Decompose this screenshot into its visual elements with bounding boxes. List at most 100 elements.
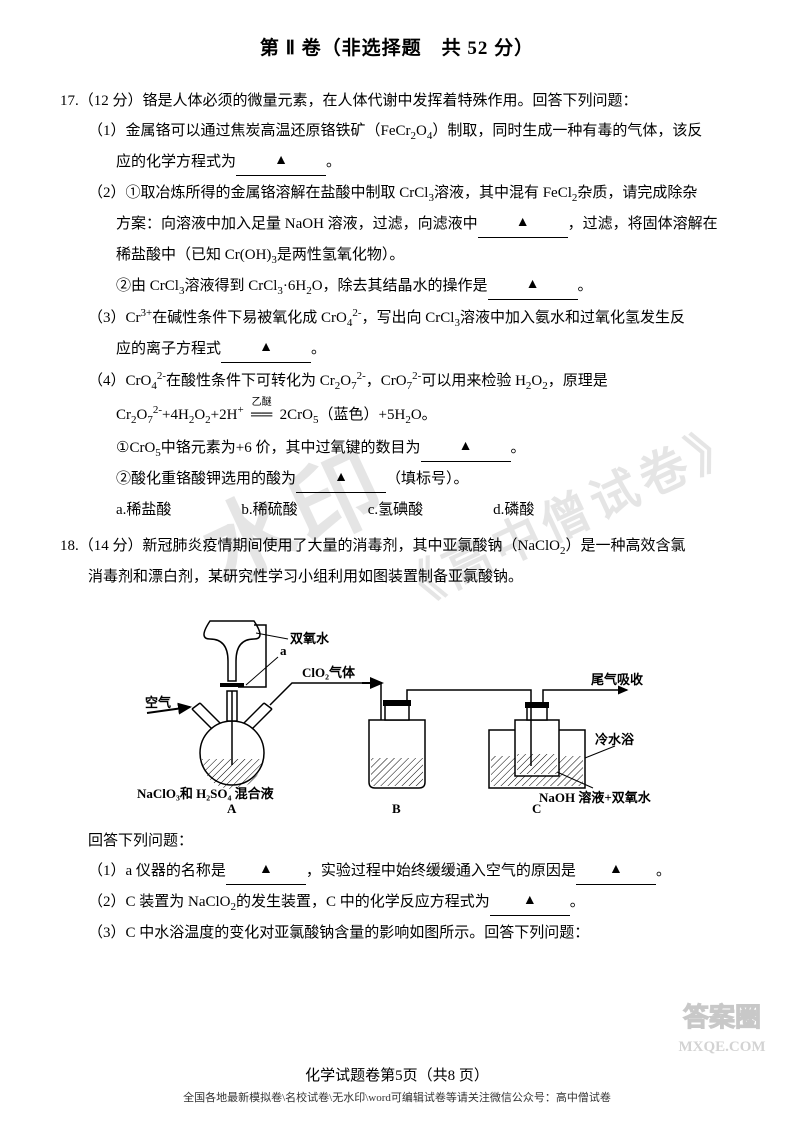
t: ）是一种高效含氯 [566,538,686,554]
choice-c: c.氢碘酸 [368,495,423,525]
apparatus-diagram: 空气 a双氧水 NaClO₃和 H₂SO₄ 混合液A ClO₂气体 B 尾气吸收冷水浴 Na… [60,598,734,818]
choice-b: b.稀硫酸 [241,495,297,525]
triangle: ▲ [609,856,623,884]
t: 的发生装置，C 中的化学反应方程式为 [236,894,490,910]
diagram-svg: 空气 a双氧水 NaClO₃和 H₂SO₄ 混合液A ClO₂气体 B 尾气吸收冷水浴 Na… [137,598,657,818]
t: O [137,407,148,423]
t: 2CrO [280,407,313,423]
t: 18.（14 分）新冠肺炎疫情期间使用了大量的消毒剂，其中亚氯酸钠（NaClO [60,538,560,554]
blank: ▲ [576,854,656,885]
q17-stem: 17.（12 分）铬是人体必须的微量元素，在人体代谢中发挥着特殊作用。回答下列问… [60,86,734,116]
q18-stem2: 消毒剂和漂白剂，某研究性学习小组利用如图装置制备亚氯酸钠。 [60,562,734,592]
svg-text:NaOH 溶液+双氧水: NaOH 溶液+双氧水 [539,790,652,805]
t: 应的化学方程式为 [116,154,236,170]
t: 溶液中加入氨水和过氧化氢发生反 [460,310,685,326]
t: （填标号）。 [386,471,469,487]
q17-part4-ii: ②酸化重铬酸钾选用的酸为▲（填标号）。 [60,464,734,495]
t: （2）①取冶炼所得的金属铬溶解在盐酸中制取 CrCl [88,185,428,201]
t: （1）金属铬可以通过焦炭高温还原铬铁矿（FeCr [88,123,411,139]
svg-text:ClO₂气体: ClO₂气体 [302,665,356,680]
t: ·6H [283,278,306,294]
blank: ▲ [221,332,311,363]
t: +4H [162,407,189,423]
blank: ▲ [421,431,511,462]
svg-text:B: B [392,801,401,816]
svg-text:冷水浴: 冷水浴 [595,732,635,747]
t: ②酸化重铬酸钾选用的酸为 [116,471,296,487]
q17-part4: （4）CrO42-在酸性条件下可转化为 Cr2O72-，CrO72-可以用来检验… [60,365,734,397]
question-17: 17.（12 分）铬是人体必须的微量元素，在人体代谢中发挥着特殊作用。回答下列问… [60,86,734,525]
svg-text:NaClO₃和 H₂SO₄ 混合液: NaClO₃和 H₂SO₄ 混合液 [137,786,274,801]
arrow-top: 乙醚 [244,398,280,408]
q17-part2-2: ②由 CrCl3溶液得到 CrCl3·6H2O，除去其结晶水的操作是▲。 [60,271,734,302]
blank: ▲ [478,207,568,238]
t: O [416,123,427,139]
t: Cr [116,407,131,423]
t: O [194,407,205,423]
q17-part2-1: （2）①取冶炼所得的金属铬溶解在盐酸中制取 CrCl3溶液，其中混有 FeCl2… [60,178,734,209]
t: 溶液得到 CrCl [184,278,277,294]
t: 溶液，其中混有 FeCl [434,185,572,201]
q18-answer-intro: 回答下列问题： [60,826,734,856]
t: 在碱性条件下易被氧化成 CrO [152,310,347,326]
svg-text:a: a [280,643,287,658]
t: （4）CrO [88,373,151,389]
triangle: ▲ [259,334,273,362]
t: ）制取，同时生成一种有毒的气体，该反 [432,123,702,139]
t: 稀盐酸中（已知 Cr(OH) [116,247,271,263]
blank: ▲ [488,269,578,300]
corner-badge: 答案圈 MXQE.COM [662,996,782,1077]
q18-part1: （1）a 仪器的名称是▲，实验过程中始终缓缓通入空气的原因是▲。 [60,856,734,887]
triangle: ▲ [516,209,530,237]
t: O，除去其结晶水的操作是 [312,278,488,294]
corner-badge-svg: 答案圈 MXQE.COM [662,996,782,1066]
q17-part3: （3）Cr3+在碱性条件下易被氧化成 CrO42-，写出向 CrCl3溶液中加入… [60,302,734,334]
t: ②由 CrCl [116,278,179,294]
t: （蓝色）+5H [319,407,406,423]
t: 杂质，请完成除杂 [577,185,697,201]
q17-part2-1c: 稀盐酸中（已知 Cr(OH)3是两性氢氧化物）。 [60,240,734,271]
t: 可以用来检验 H [421,373,526,389]
q17-part2-1b: 方案：向溶液中加入足量 NaOH 溶液，过滤，向滤液中▲，过滤，将固体溶解在 [60,209,734,240]
page-header: 第 Ⅱ 卷（非选择题 共 52 分） [60,30,734,68]
blank: ▲ [490,885,570,916]
blank: ▲ [296,462,386,493]
q17-part1: （1）金属铬可以通过焦炭高温还原铬铁矿（FeCr2O4）制取，同时生成一种有毒的… [60,116,734,147]
t: 。 [570,894,585,910]
blank: ▲ [236,145,326,176]
t: 。 [311,341,326,357]
reaction-arrow: 乙醚══ [244,408,280,423]
svg-text:答案圈: 答案圈 [683,1002,761,1032]
page-footer-small: 全国各地最新模拟卷\名校试卷\无水印\word可编辑试卷等请关注微信公众号：高中… [0,1087,794,1109]
q17-choices: a.稀盐酸 b.稀硫酸 c.氢碘酸 d.磷酸 [60,495,734,525]
q18-part2: （2）C 装置为 NaClO2的发生装置，C 中的化学反应方程式为▲。 [60,887,734,918]
svg-text:A: A [227,801,237,816]
t: ①CrO [116,440,155,456]
t: ，原理是 [548,373,608,389]
t: O。 [411,407,437,423]
svg-text:空气: 空气 [145,695,171,710]
t: 。 [656,863,671,879]
t: 在酸性条件下可转化为 Cr [166,373,335,389]
q18-stem: 18.（14 分）新冠肺炎疫情期间使用了大量的消毒剂，其中亚氯酸钠（NaClO2… [60,531,734,562]
t: 。 [511,440,526,456]
triangle: ▲ [274,147,288,175]
t: （2）C 装置为 NaClO [88,894,231,910]
t: 。 [578,278,593,294]
t: （3）Cr [88,310,141,326]
svg-text:尾气吸收: 尾气吸收 [591,672,644,687]
q17-part3b: 应的离子方程式 ▲ 。 [60,334,734,365]
q18-part3: （3）C 中水浴温度的变化对亚氯酸钠含量的影响如图所示。回答下列问题： [60,918,734,948]
t: 应的离子方程式 [116,341,221,357]
svg-text:MXQE.COM: MXQE.COM [678,1039,765,1055]
t: ，过滤，将固体溶解在 [568,216,718,232]
t: 。 [326,154,341,170]
t: 是两性氢氧化物）。 [277,247,405,263]
t: O [340,373,351,389]
choice-d: d.磷酸 [493,495,534,525]
choice-a: a.稀盐酸 [116,495,171,525]
svg-text:双氧水: 双氧水 [290,631,330,646]
triangle: ▲ [259,856,273,884]
q17-part4-i: ①CrO5中铬元素为+6 价，其中过氧键的数目为▲。 [60,433,734,464]
triangle: ▲ [526,271,540,299]
